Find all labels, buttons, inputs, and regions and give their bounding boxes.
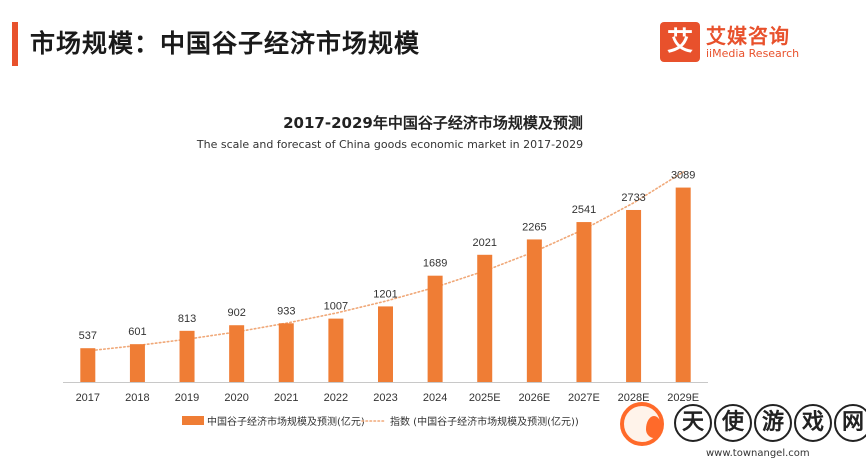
data-label: 933 — [277, 305, 295, 317]
bar — [229, 325, 245, 382]
x-tick-label: 2019 — [175, 392, 199, 404]
watermark-char: 戏 — [794, 404, 832, 442]
bar — [179, 330, 195, 382]
watermark-char: 天 — [674, 404, 712, 442]
bar — [328, 318, 344, 382]
x-tick-label: 2022 — [324, 392, 348, 404]
page-title: 市场规模：中国谷子经济市场规模 — [30, 29, 421, 58]
bar — [278, 323, 294, 382]
x-tick-label: 2027E — [568, 392, 600, 404]
watermark-char: 游 — [754, 404, 792, 442]
watermark-char: 网 — [834, 404, 866, 442]
data-label: 2733 — [621, 192, 645, 204]
chart-subtitle: The scale and forecast of China goods ec… — [196, 138, 584, 151]
brand-logo: 艾 艾媒咨询 iiMedia Research — [660, 20, 860, 70]
x-tick-label: 2026E — [518, 392, 550, 404]
data-label: 1689 — [423, 258, 447, 270]
chart-title: 2017-2029年中国谷子经济市场规模及预测 — [283, 114, 583, 132]
data-label: 601 — [128, 326, 146, 338]
x-tick-label: 2024 — [423, 392, 447, 404]
legend-label-bar: 中国谷子经济市场规模及预测(亿元) — [207, 415, 365, 428]
data-label: 813 — [178, 313, 196, 325]
watermark-flame-icon — [620, 402, 664, 446]
data-label: 3089 — [671, 170, 695, 182]
watermark-char: 使 — [714, 404, 752, 442]
x-tick-label: 2028E — [618, 392, 650, 404]
bar — [80, 348, 96, 382]
x-tick-label: 2017 — [76, 392, 100, 404]
bar — [526, 239, 542, 382]
x-tick-label: 2018 — [125, 392, 149, 404]
x-tick-label: 2025E — [469, 392, 501, 404]
bar — [129, 344, 145, 382]
data-label: 2265 — [522, 221, 546, 233]
bar — [626, 209, 642, 382]
bar — [378, 306, 393, 382]
bar — [576, 222, 592, 382]
data-label: 1201 — [373, 288, 397, 300]
watermark-text: 天使游戏网 — [674, 404, 866, 444]
data-label: 537 — [79, 330, 97, 342]
x-tick-label: 2029E — [667, 392, 699, 404]
legend-label-trendline: 指数 (中国谷子经济市场规模及预测(亿元)) — [390, 415, 579, 428]
x-tick-label: 2023 — [373, 392, 397, 404]
watermark-logo: 天使游戏网 www.townangel.com — [612, 402, 866, 464]
header-accent-bar — [12, 22, 18, 66]
logo-name-en: iiMedia Research — [706, 47, 800, 60]
data-label: 902 — [227, 307, 245, 319]
bar — [427, 275, 443, 382]
bar — [675, 187, 691, 382]
logo-name-cn: 艾媒咨询 — [706, 24, 790, 48]
data-label: 2541 — [572, 204, 596, 216]
data-label: 1007 — [324, 301, 348, 313]
bar — [477, 254, 493, 382]
logo-mark-icon: 艾 — [660, 22, 700, 62]
watermark-url: www.townangel.com — [706, 448, 810, 459]
x-tick-label: 2021 — [274, 392, 298, 404]
x-tick-label: 2020 — [224, 392, 248, 404]
data-label: 2021 — [472, 237, 496, 249]
legend-swatch-bar — [182, 416, 204, 425]
